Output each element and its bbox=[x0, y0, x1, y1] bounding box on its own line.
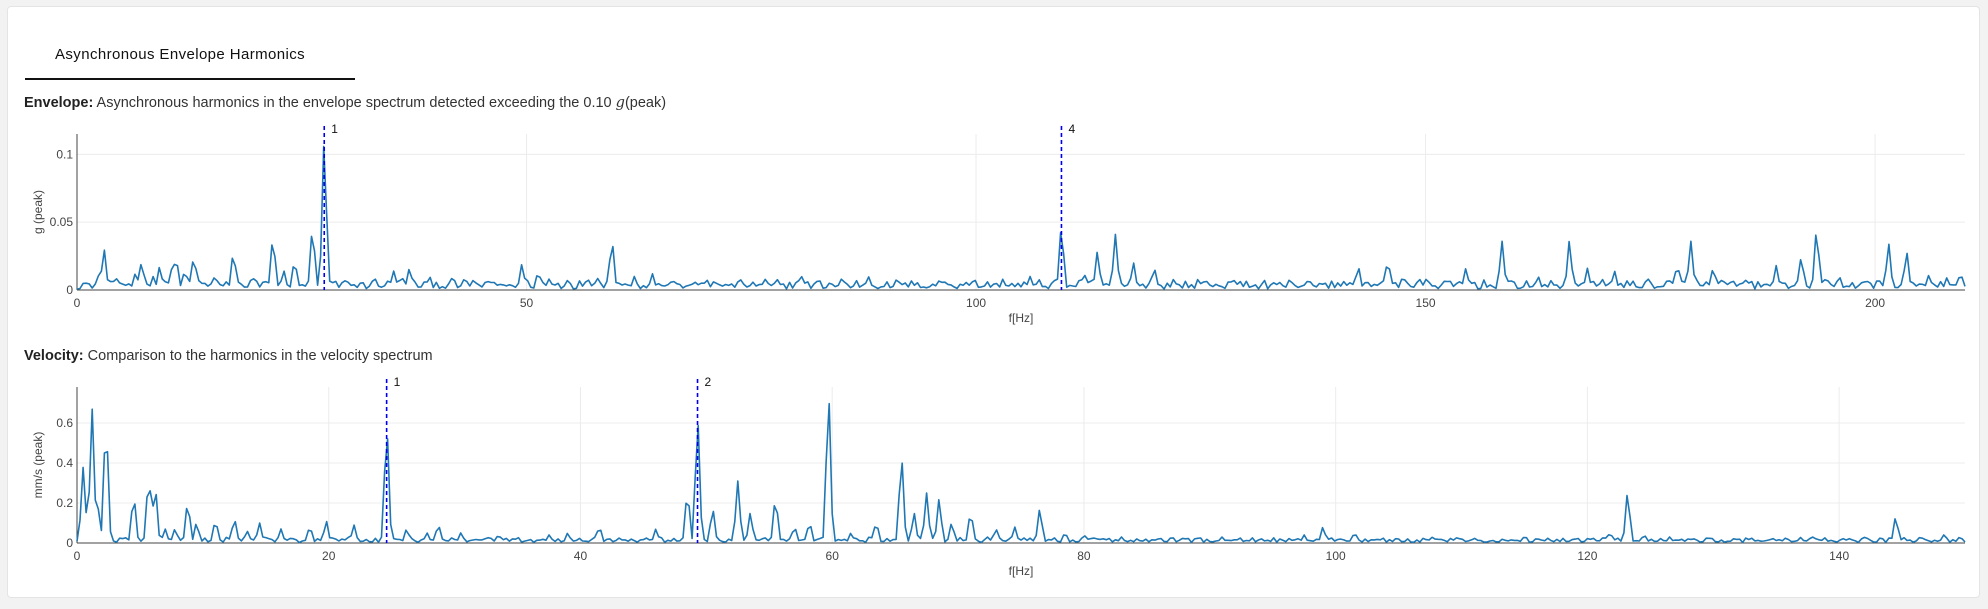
x-tick-label: 140 bbox=[1829, 549, 1849, 563]
velocity-heading: Velocity: Comparison to the harmonics in… bbox=[24, 348, 433, 364]
x-tick-label: 120 bbox=[1577, 549, 1597, 563]
y-tick-label: 0.05 bbox=[50, 215, 74, 229]
y-tick-label: 0.6 bbox=[56, 416, 73, 430]
envelope-heading-bold: Envelope: bbox=[24, 95, 94, 111]
harmonic-marker-label: 2 bbox=[705, 375, 712, 389]
y-axis-label: mm/s (peak) bbox=[31, 432, 45, 499]
harmonic-marker-label: 1 bbox=[394, 375, 401, 389]
y-tick-label: 0.2 bbox=[56, 496, 73, 510]
x-tick-label: 60 bbox=[826, 549, 840, 563]
tab-asynchronous-envelope-harmonics[interactable]: Asynchronous Envelope Harmonics bbox=[25, 30, 355, 80]
spectrum-line bbox=[76, 402, 1966, 544]
y-tick-label: 0 bbox=[66, 283, 73, 297]
y-tick-label: 0 bbox=[66, 536, 73, 550]
x-tick-label: 0 bbox=[74, 296, 81, 310]
x-tick-label: 0 bbox=[74, 549, 81, 563]
x-tick-label: 150 bbox=[1416, 296, 1436, 310]
y-tick-label: 0.1 bbox=[56, 147, 73, 161]
velocity-heading-bold: Velocity: bbox=[24, 348, 84, 364]
x-tick-label: 100 bbox=[966, 296, 986, 310]
envelope-heading-text: Asynchronous harmonics in the envelope s… bbox=[96, 95, 612, 111]
velocity-spectrum-chart: 0 20 40 60 80 100 120 140 0 0.2 0.4 0.6 f[Hz] mm/s (p… bbox=[31, 375, 1966, 578]
x-tick-label: 80 bbox=[1077, 549, 1091, 563]
x-axis-label: f[Hz] bbox=[1009, 311, 1034, 325]
x-tick-label: 200 bbox=[1865, 296, 1885, 310]
envelope-heading: Envelope: Asynchronous harmonics in the … bbox=[24, 95, 666, 111]
spectrum-line bbox=[76, 145, 1966, 290]
envelope-spectrum-chart: 0 50 100 150 200 0 0.05 0.1 f[Hz] g (peak) 1 4 bbox=[31, 122, 1966, 325]
envelope-heading-unit-var: g bbox=[615, 95, 625, 111]
y-axis-label: g (peak) bbox=[31, 190, 45, 234]
x-tick-label: 100 bbox=[1326, 549, 1346, 563]
envelope-heading-unit-suffix: (peak) bbox=[624, 95, 667, 111]
velocity-heading-text: Comparison to the harmonics in the veloc… bbox=[87, 348, 433, 364]
x-tick-label: 40 bbox=[574, 549, 588, 563]
x-tick-label: 50 bbox=[520, 296, 534, 310]
harmonic-marker-label: 1 bbox=[331, 122, 338, 136]
x-tick-label: 20 bbox=[322, 549, 336, 563]
y-tick-label: 0.4 bbox=[56, 456, 73, 470]
harmonic-marker-label: 4 bbox=[1068, 122, 1075, 136]
harmonics-card bbox=[7, 6, 1980, 598]
tab-label: Asynchronous Envelope Harmonics bbox=[55, 46, 306, 63]
x-axis-label: f[Hz] bbox=[1009, 564, 1034, 578]
